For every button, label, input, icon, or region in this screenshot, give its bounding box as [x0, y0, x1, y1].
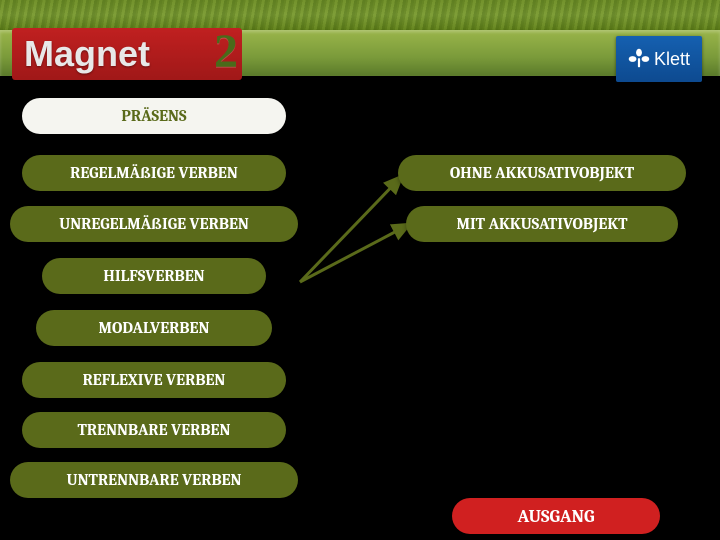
left-pill-2[interactable]: HILFSVERBEN	[42, 258, 266, 294]
brand-title: Magnet	[12, 28, 150, 80]
publisher-name: Klett	[654, 49, 690, 70]
arrow-0	[300, 176, 402, 282]
left-pill-0[interactable]: REGELMÄßIGE VERBEN	[22, 155, 286, 191]
right-pill-1[interactable]: MIT AKKUSATIVOBJEKT	[406, 206, 678, 242]
brand-block: Magnet 2	[12, 38, 150, 90]
left-pill-5[interactable]: TRENNBARE VERBEN	[22, 412, 286, 448]
klett-clover-icon	[628, 48, 650, 70]
header-grass-texture	[0, 0, 720, 30]
publisher-badge: Klett	[616, 36, 702, 82]
exit-button[interactable]: AUSGANG	[452, 498, 660, 534]
header-green-bar: Magnet 2 Klett	[0, 30, 720, 76]
left-pill-4[interactable]: REFLEXIVE VERBEN	[22, 362, 286, 398]
header: Magnet 2 Klett	[0, 0, 720, 78]
left-pill-3[interactable]: MODALVERBEN	[36, 310, 272, 346]
title-pill-praesens[interactable]: PRÄSENS	[22, 98, 286, 134]
left-pill-6[interactable]: UNTRENNBARE VERBEN	[10, 462, 298, 498]
left-pill-1[interactable]: UNREGELMÄßIGE VERBEN	[10, 206, 298, 242]
right-pill-0[interactable]: OHNE AKKUSATIVOBJEKT	[398, 155, 686, 191]
brand-volume: 2	[214, 24, 238, 79]
arrow-1	[300, 224, 410, 282]
